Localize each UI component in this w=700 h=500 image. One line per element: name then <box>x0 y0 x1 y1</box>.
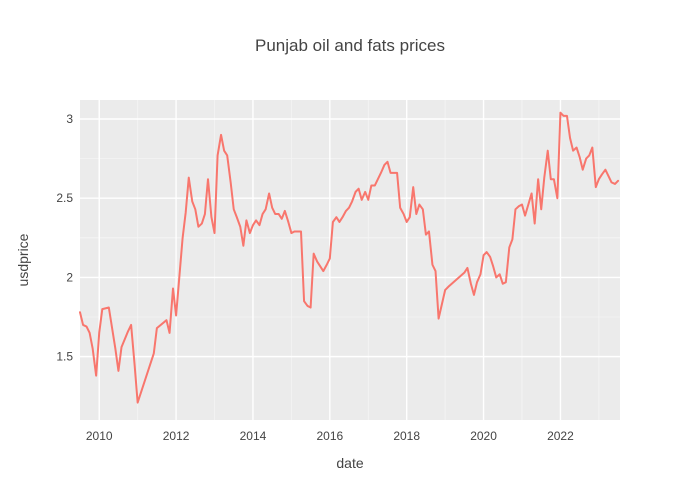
x-tick-label: 2022 <box>547 429 574 443</box>
usdprice-series-line <box>79 111 620 404</box>
minor-gridlines <box>80 100 620 420</box>
x-tick-label: 2014 <box>240 429 267 443</box>
y-axis-ticks: 1.5 2 2.5 3 <box>56 112 73 364</box>
x-tick-label: 2020 <box>470 429 497 443</box>
y-axis-label: usdprice <box>15 233 31 286</box>
plot-background <box>80 100 620 420</box>
x-tick-label: 2012 <box>163 429 190 443</box>
y-tick-label: 1.5 <box>56 350 73 364</box>
x-tick-label: 2010 <box>86 429 113 443</box>
series-layer <box>79 111 620 404</box>
x-axis-ticks: 2010 2012 2014 2016 2018 2020 2022 <box>86 429 574 443</box>
x-axis-label: date <box>336 455 363 471</box>
y-tick-label: 2 <box>66 270 73 284</box>
chart-title: Punjab oil and fats prices <box>255 36 445 55</box>
x-tick-label: 2016 <box>316 429 343 443</box>
y-tick-label: 3 <box>66 112 73 126</box>
x-tick-label: 2018 <box>393 429 420 443</box>
y-tick-label: 2.5 <box>56 191 73 205</box>
